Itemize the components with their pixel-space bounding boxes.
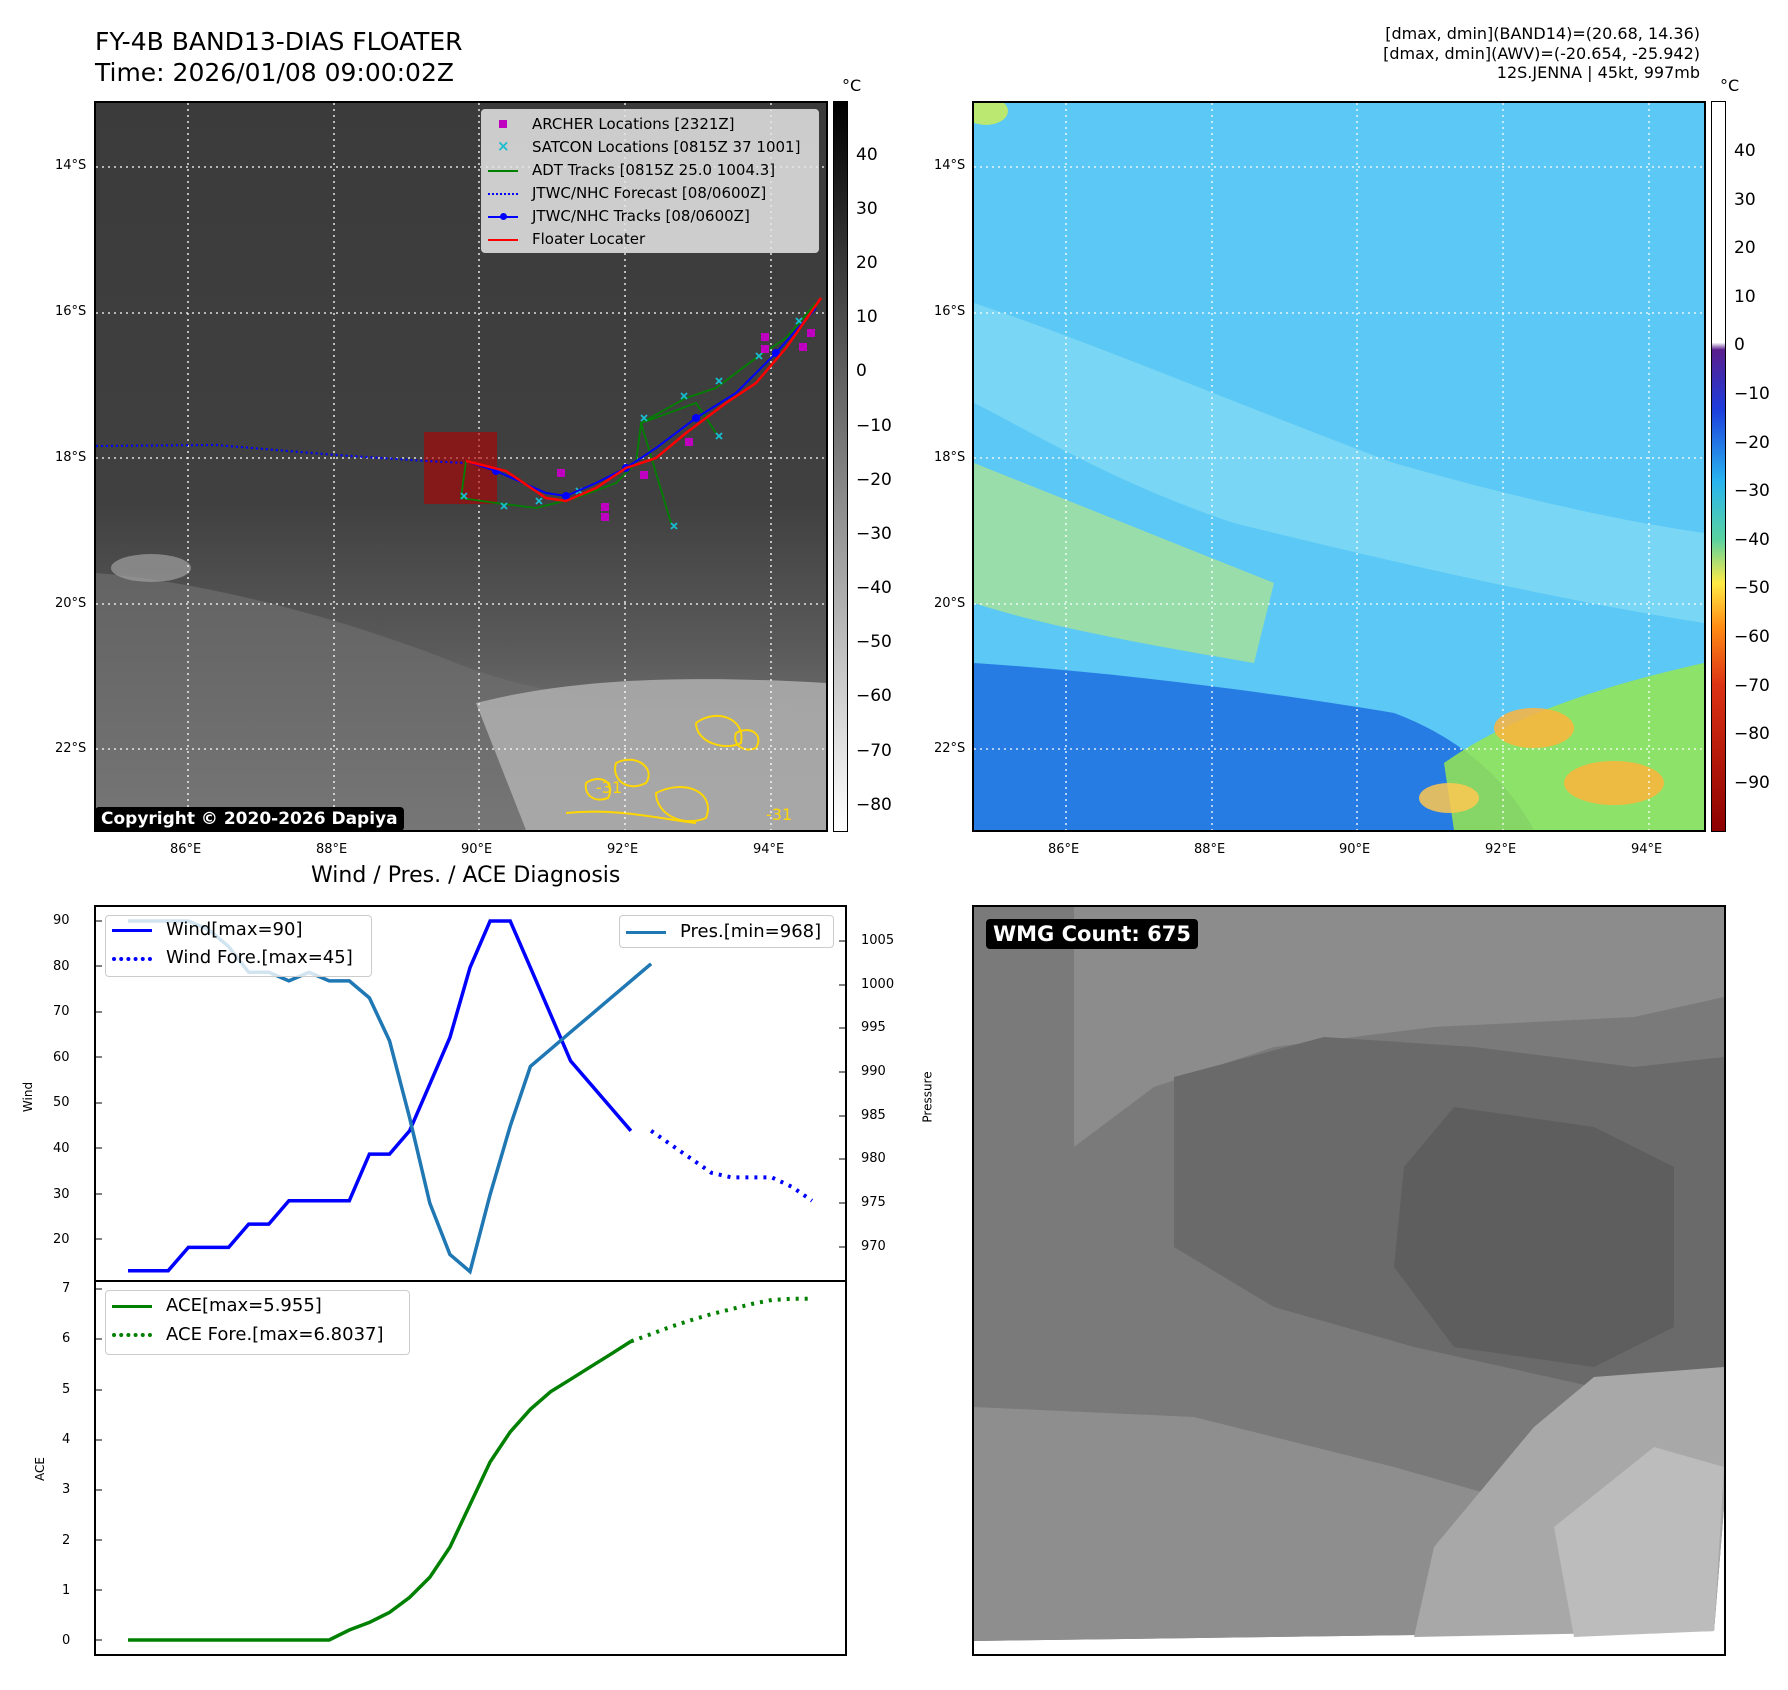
awv-range: [dmax, dmin](AWV)=(-20.654, -25.942): [1383, 43, 1700, 63]
wmg-outer-ring: [1074, 907, 1724, 1147]
wmg-cloud-tops-bright: [1554, 1447, 1724, 1637]
ir-cloud-patch: [111, 554, 191, 582]
legend-item-wind-fore: Wind Fore.[max=45]: [106, 944, 371, 972]
jtwc-forecast-line-icon: [488, 193, 518, 195]
contour-label: -31: [766, 805, 792, 824]
archer-marker-icon: [499, 120, 507, 128]
title-line-2: Time: 2026/01/08 09:00:02Z: [95, 58, 454, 87]
ace-axis-label: ACE: [32, 1457, 47, 1481]
wind-series-1: [649, 1129, 814, 1203]
wmg-count-badge: WMG Count: 675: [986, 919, 1198, 949]
archer-markers: [557, 329, 815, 521]
legend-item-wind: Wind[max=90]: [106, 916, 371, 944]
wv-colorbar: [1711, 101, 1726, 832]
wv-corner-patch: [974, 103, 1008, 125]
legend-item-satcon: × SATCON Locations [0815Z 37 1001]: [497, 137, 801, 156]
ace-plot: [96, 1288, 812, 1642]
ace-series-1: [630, 1296, 812, 1344]
ir-satellite-panel: -31 -31: [94, 101, 828, 832]
title-line-1: FY-4B BAND13-DIAS FLOATER: [95, 27, 463, 56]
wv-gridlines: [974, 103, 1704, 830]
ace-chart: ACE[max=5.955] ACE Fore.[max=6.8037]: [94, 1280, 847, 1656]
jtwc-forecast-track: [96, 443, 467, 465]
wv-warm-patch: [1494, 708, 1574, 748]
wv-dry-patch: [974, 463, 1274, 663]
legend-item-adt: ADT Tracks [0815Z 25.0 1004.3]: [482, 159, 818, 182]
wind-series-0: [128, 919, 633, 1273]
ir-legend: ARCHER Locations [2321Z] × SATCON Locati…: [481, 109, 819, 253]
legend-item-jtwc-tracks: JTWC/NHC Tracks [08/0600Z]: [482, 205, 818, 228]
ir-colorbar-unit: °C: [842, 76, 862, 95]
wind-line-icon: [112, 929, 152, 932]
adt-line-icon: [488, 170, 518, 172]
ace-legend: ACE[max=5.955] ACE Fore.[max=6.8037]: [105, 1290, 410, 1355]
contour-label: -31: [596, 778, 622, 797]
ace-fore-line-icon: [112, 1333, 152, 1337]
pres-line-icon: [626, 931, 666, 934]
floater-locater-track: [465, 297, 823, 503]
water-vapor-panel: [972, 101, 1706, 832]
ir-contours: [565, 714, 760, 824]
wmg-panel: WMG Count: 675: [972, 905, 1726, 1656]
legend-item-jtwc-forecast: JTWC/NHC Forecast [08/0600Z]: [482, 182, 818, 205]
legend-item-floater: Floater Locater: [482, 228, 818, 251]
legend-item-archer: ARCHER Locations [2321Z]: [482, 113, 818, 136]
storm-info: 12S.JENNA | 45kt, 997mb: [1496, 63, 1700, 82]
wind-legend: Wind[max=90] Wind Fore.[max=45]: [105, 915, 372, 977]
copyright-badge: Copyright © 2020-2026 Dapiya: [96, 807, 404, 830]
ir-colorbar: [833, 101, 848, 832]
legend-item-ace: ACE[max=5.955]: [106, 1291, 409, 1320]
wv-image: [974, 103, 1704, 830]
pressure-axis-label: Pressure: [920, 1071, 935, 1123]
wv-moist-band: [974, 303, 1704, 623]
wv-cold-region: [974, 663, 1534, 830]
wv-warm-patch: [1564, 761, 1664, 805]
wind-axis-label: Wind: [21, 1081, 36, 1113]
figure-title: FY-4B BAND13-DIAS FLOATER Time: 2026/01/…: [95, 26, 463, 88]
diagnosis-title: Wind / Pres. / ACE Diagnosis: [311, 863, 621, 888]
wv-warm-patch: [1419, 783, 1479, 813]
ir-cold-clouds: [476, 679, 826, 830]
ace-line-icon: [112, 1305, 152, 1308]
wmg-eye-region: [1394, 1107, 1674, 1367]
wmg-image: [974, 907, 1724, 1641]
jtwc-track-dot-icon: [500, 213, 507, 220]
floater-line-icon: [488, 239, 518, 241]
legend-item-ace-fore: ACE Fore.[max=6.8037]: [106, 1320, 409, 1349]
ace-series-0: [128, 1339, 632, 1642]
wv-colorbar-unit: °C: [1720, 76, 1740, 95]
wind-fore-line-icon: [112, 957, 152, 961]
band14-range: [dmax, dmin](BAND14)=(20.68, 14.36): [1385, 24, 1700, 43]
satcon-marker-icon: ×: [497, 137, 510, 155]
wind-pressure-chart: Wind[max=90] Wind Fore.[max=45] Pres.[mi…: [94, 905, 847, 1282]
pres-legend: Pres.[min=968]: [619, 915, 834, 948]
storm-summary: [dmax, dmin](BAND14)=(20.68, 14.36) [dma…: [1383, 24, 1700, 83]
